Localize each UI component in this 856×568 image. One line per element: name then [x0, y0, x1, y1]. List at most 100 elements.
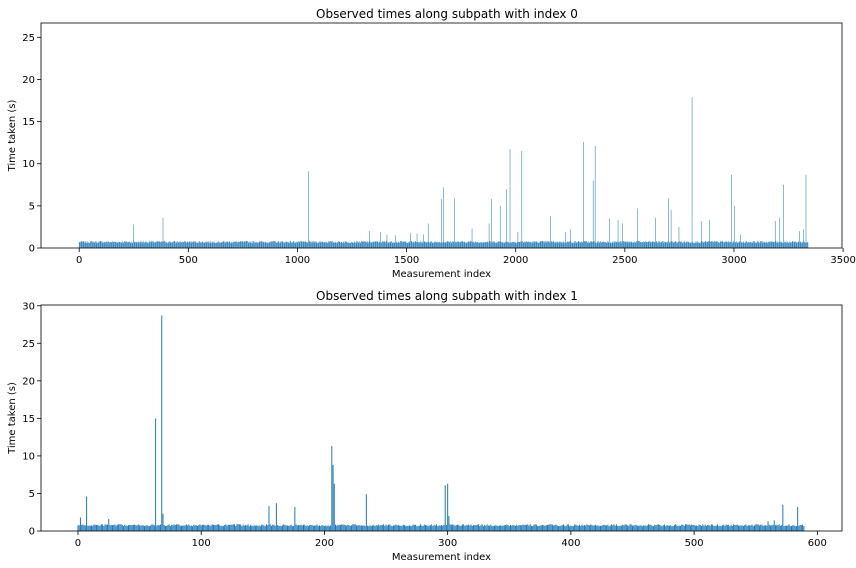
bar [298, 242, 300, 248]
bar [795, 526, 797, 531]
bar [314, 525, 316, 531]
bar [278, 525, 280, 531]
bar [723, 241, 725, 248]
bar [636, 241, 638, 248]
bar [86, 242, 87, 248]
bar [518, 525, 520, 531]
bar [468, 241, 470, 248]
y-tick-label: 5 [29, 489, 35, 500]
bar [427, 223, 429, 248]
bar [458, 242, 460, 248]
bar [203, 242, 205, 248]
bar [507, 241, 509, 248]
bar [147, 525, 149, 531]
bar [109, 242, 110, 248]
bar [802, 524, 804, 531]
bar [181, 242, 183, 248]
bar [376, 241, 377, 248]
bar [655, 241, 657, 248]
bar [77, 525, 79, 531]
bar [569, 526, 571, 531]
bar [389, 242, 391, 248]
bar [220, 242, 221, 248]
bar [245, 525, 247, 531]
bar [479, 242, 481, 248]
bar [394, 525, 396, 531]
bar [466, 242, 468, 248]
bar [800, 241, 802, 248]
bar [652, 241, 654, 248]
bar [369, 525, 371, 531]
bar [132, 242, 134, 248]
bar [659, 242, 661, 248]
bar [551, 241, 553, 248]
bar [569, 241, 570, 248]
bar [351, 525, 353, 531]
bar [240, 241, 241, 248]
bar [786, 241, 788, 248]
bar [100, 241, 102, 248]
bar [310, 241, 311, 248]
bar [257, 242, 259, 248]
bar [646, 241, 648, 248]
bar [140, 241, 141, 248]
chart-title: Observed times along subpath with index … [316, 289, 578, 303]
bar [766, 241, 767, 248]
bar [571, 526, 573, 531]
bar [491, 199, 492, 248]
bar [771, 241, 773, 248]
bar [392, 242, 394, 248]
bar [89, 242, 90, 248]
bar [130, 242, 131, 248]
bar [423, 234, 424, 248]
bar [620, 241, 621, 248]
bar [738, 242, 739, 248]
bar [776, 242, 777, 248]
x-tick-label: 2500 [612, 255, 637, 266]
bar [651, 241, 653, 248]
bar [326, 242, 327, 248]
bar [426, 241, 428, 248]
bar [531, 242, 532, 248]
bar [438, 241, 439, 248]
bar [109, 525, 111, 531]
bar [467, 242, 468, 248]
bar [673, 525, 675, 531]
bar [460, 242, 461, 248]
bar [236, 241, 238, 248]
bar [382, 241, 384, 248]
bar [286, 525, 288, 531]
bar [658, 241, 659, 248]
bar [143, 241, 144, 248]
bar [236, 241, 237, 248]
bar [460, 241, 462, 248]
bar [590, 241, 592, 248]
bar [430, 241, 432, 248]
bar [376, 241, 378, 248]
bar [623, 241, 625, 248]
bar [354, 242, 356, 248]
bar [695, 241, 697, 248]
bar [786, 242, 787, 248]
bar [230, 242, 232, 248]
bar [394, 242, 396, 248]
bar-series [77, 315, 805, 531]
bar [262, 241, 264, 248]
bar [374, 241, 375, 248]
bar [788, 242, 790, 248]
bar [270, 525, 272, 531]
bar [346, 525, 348, 531]
bar [424, 241, 425, 248]
bar [764, 242, 765, 248]
bar [257, 242, 258, 248]
bar [461, 241, 462, 248]
bar [173, 241, 175, 248]
bar [396, 525, 398, 531]
bar [289, 525, 291, 531]
bar [700, 242, 701, 248]
bar [457, 524, 459, 531]
bar [381, 242, 382, 248]
bar [121, 524, 123, 531]
bar [356, 240, 358, 248]
bar [768, 524, 770, 531]
